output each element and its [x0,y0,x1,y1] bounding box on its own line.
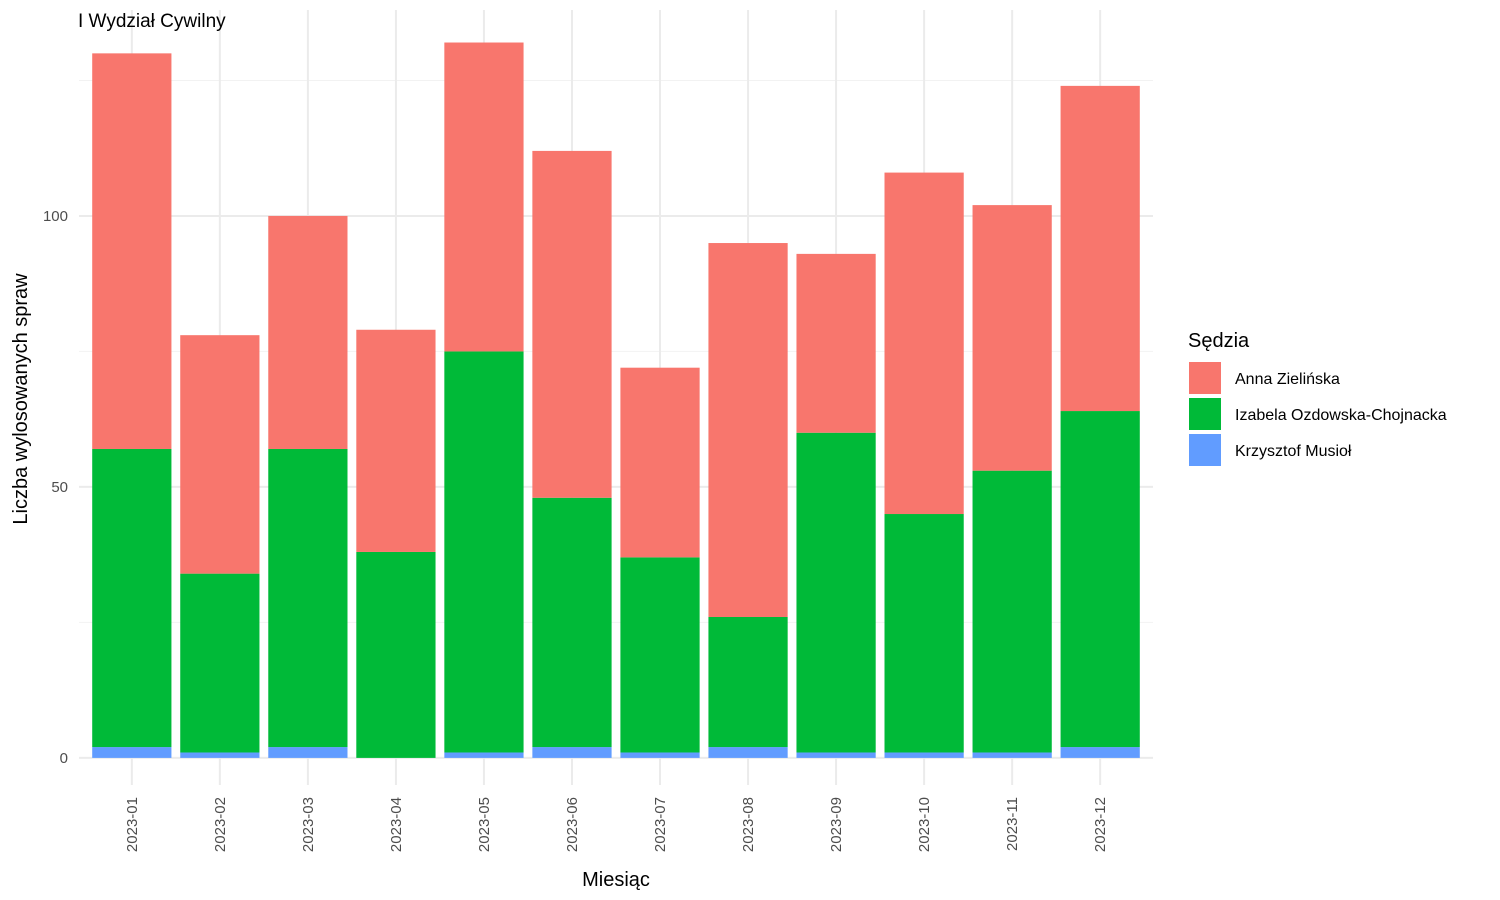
bar-segment-anna-zielin-ska [972,205,1052,471]
y-axis-ticks: 0 50 100 [43,208,68,767]
x-tick-label: 2023-07 [652,797,669,852]
bar-segment-izabela-ozdowska-chojnacka [620,557,700,753]
legend-label-krzysztof-musio-: Krzysztof Musioł [1235,443,1352,460]
bar-segment-izabela-ozdowska-chojnacka [356,551,436,758]
bar-segment-izabela-ozdowska-chojnacka [972,470,1052,753]
bars [92,42,1140,758]
bar-segment-izabela-ozdowska-chojnacka [444,351,524,753]
x-tick-label: 2023-06 [564,797,581,852]
bar-segment-krzysztof-musio- [532,747,612,758]
bar-segment-anna-zielin-ska [708,243,788,617]
legend-key-krzysztof-musio- [1189,434,1221,466]
x-tick-label: 2023-09 [828,797,845,852]
bar-segment-krzysztof-musio- [180,752,260,758]
legend-label-izabela-ozdowska-chojnacka: Izabela Ozdowska-Chojnacka [1235,407,1447,424]
bar-segment-izabela-ozdowska-chojnacka [796,432,876,753]
x-tick-label: 2023-02 [212,797,229,852]
bar-segment-krzysztof-musio- [884,752,964,758]
y-tick-label: 0 [60,750,68,767]
bar-segment-izabela-ozdowska-chojnacka [268,448,348,748]
legend-title: Sędzia [1188,330,1250,352]
legend-key-izabela-ozdowska-chojnacka [1189,398,1221,430]
x-axis-ticks: 2023-01 2023-02 2023-03 2023-04 2023-05 2023-… [124,797,1109,852]
legend: Sędzia Anna Zielińska Izabela Ozdowska-Ch… [1188,330,1447,466]
bar-segment-anna-zielin-ska [268,215,348,449]
bar-segment-krzysztof-musio- [268,747,348,758]
bar-segment-anna-zielin-ska [444,42,524,352]
bar-segment-krzysztof-musio- [1060,747,1140,758]
bar-segment-anna-zielin-ska [1060,85,1140,412]
bar-segment-anna-zielin-ska [532,150,612,498]
x-tick-label: 2023-03 [300,797,317,852]
chart-title: I Wydział Cywilny [78,11,226,32]
bar-segment-izabela-ozdowska-chojnacka [708,616,788,748]
legend-label-anna-zielin-ska: Anna Zielińska [1235,371,1340,388]
bar-segment-izabela-ozdowska-chojnacka [92,448,172,748]
y-axis-title: Liczba wylosowanych spraw [10,273,32,525]
legend-key-anna-zielin-ska [1189,362,1221,394]
bar-segment-anna-zielin-ska [620,367,700,558]
y-tick-label: 50 [51,479,68,496]
bar-segment-krzysztof-musio- [708,747,788,758]
bar-segment-izabela-ozdowska-chojnacka [180,573,260,753]
x-tick-label: 2023-04 [388,797,405,852]
bar-segment-krzysztof-musio- [92,747,172,758]
bar-segment-krzysztof-musio- [620,752,700,758]
bar-segment-anna-zielin-ska [796,253,876,433]
x-tick-label: 2023-12 [1092,797,1109,852]
bar-segment-izabela-ozdowska-chojnacka [1060,411,1140,748]
bar-segment-krzysztof-musio- [796,752,876,758]
x-tick-label: 2023-05 [476,797,493,852]
y-tick-label: 100 [43,208,68,225]
x-axis-title: Miesiąc [582,869,650,891]
x-tick-label: 2023-10 [916,797,933,852]
bar-segment-krzysztof-musio- [444,752,524,758]
x-tick-label: 2023-08 [740,797,757,852]
bar-segment-izabela-ozdowska-chojnacka [532,497,612,748]
bar-segment-anna-zielin-ska [180,335,260,574]
x-tick-label: 2023-11 [1004,797,1021,851]
bar-segment-izabela-ozdowska-chojnacka [884,514,964,753]
bar-segment-anna-zielin-ska [884,172,964,515]
bar-segment-anna-zielin-ska [356,329,436,552]
x-tick-label: 2023-01 [124,797,141,852]
bar-segment-anna-zielin-ska [92,53,172,449]
bar-segment-krzysztof-musio- [972,752,1052,758]
